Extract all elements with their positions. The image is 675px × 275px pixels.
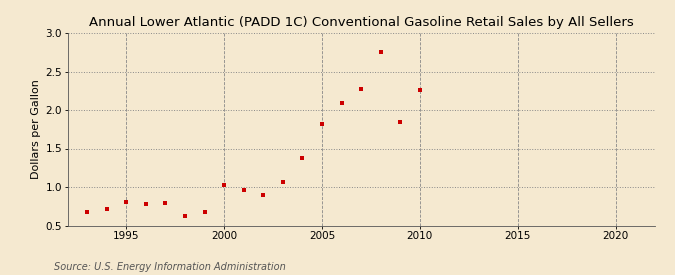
Point xyxy=(414,88,425,92)
Point xyxy=(160,201,171,205)
Point xyxy=(336,101,347,105)
Text: Source: U.S. Energy Information Administration: Source: U.S. Energy Information Administ… xyxy=(54,262,286,272)
Title: Annual Lower Atlantic (PADD 1C) Conventional Gasoline Retail Sales by All Seller: Annual Lower Atlantic (PADD 1C) Conventi… xyxy=(88,16,634,29)
Point xyxy=(356,87,367,91)
Point xyxy=(219,183,230,188)
Point xyxy=(297,156,308,160)
Point xyxy=(82,210,92,214)
Point xyxy=(180,214,190,218)
Y-axis label: Dollars per Gallon: Dollars per Gallon xyxy=(31,79,41,179)
Point xyxy=(238,188,249,192)
Point xyxy=(101,207,112,211)
Point xyxy=(395,119,406,124)
Point xyxy=(258,192,269,197)
Point xyxy=(199,210,210,214)
Point xyxy=(121,200,132,205)
Point xyxy=(277,179,288,184)
Point xyxy=(140,202,151,206)
Point xyxy=(375,50,386,54)
Point xyxy=(317,122,327,126)
